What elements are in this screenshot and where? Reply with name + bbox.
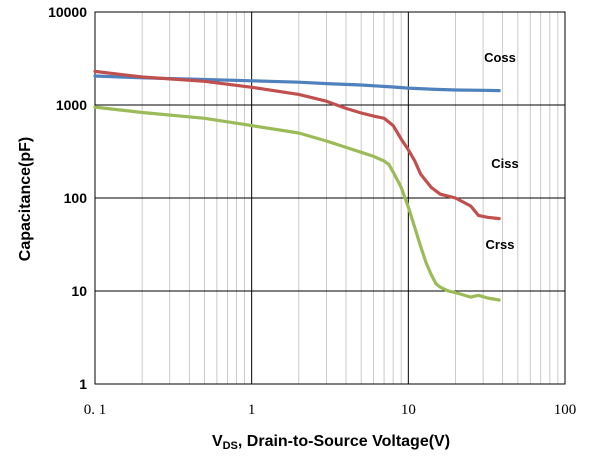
series-label-coss: Coss [484, 50, 516, 65]
x-axis-title-rest: , Drain-to-Source Voltage(V) [238, 433, 450, 450]
y-tick-label: 1000 [56, 97, 87, 113]
x-tick-label: 1 [248, 402, 256, 418]
plot-frame [94, 11, 566, 385]
x-axis-title: VDS, Drain-to-Source Voltage(V) [212, 433, 450, 452]
y-tick-label: 10 [71, 283, 87, 299]
series-line-ciss [93, 69, 501, 221]
series-line-crss [93, 105, 501, 302]
y-tick-label: 1 [79, 376, 87, 392]
y-axis-tick-labels: 10000 1000 100 10 1 [48, 4, 87, 392]
x-axis-tick-labels: 0. 1 1 10 100 [84, 402, 577, 418]
x-tick-label: 0. 1 [84, 402, 107, 418]
major-gridlines [94, 11, 566, 385]
y-tick-label: 10000 [48, 4, 87, 20]
x-tick-label: 100 [554, 402, 577, 418]
y-axis-title: Capacitance(pF) [17, 137, 34, 261]
series-label-crss: Crss [486, 237, 515, 252]
series-lines [93, 69, 501, 302]
series-label-ciss: Ciss [491, 156, 518, 171]
y-tick-label: 100 [64, 190, 88, 206]
x-tick-label: 10 [401, 402, 416, 418]
x-axis-title-prefix: V [212, 433, 223, 450]
x-axis-title-subscript: DS [223, 440, 238, 452]
series-line-coss [93, 74, 501, 93]
